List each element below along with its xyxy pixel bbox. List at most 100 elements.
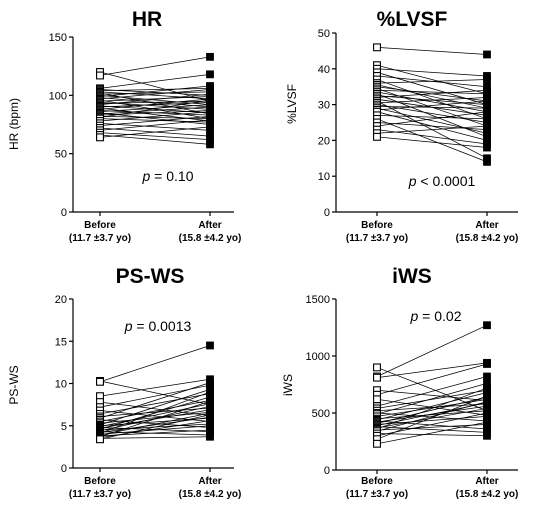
panel-ps-ws: PS-WS PS-WS p = 0.0013 Before (11.7 ±3.7… xyxy=(7,265,241,500)
after-marker xyxy=(206,96,214,104)
subject-line xyxy=(99,96,211,102)
after-marker xyxy=(206,378,214,387)
subject-line xyxy=(99,393,211,415)
before-marker xyxy=(373,373,381,382)
subject-line xyxy=(376,93,488,138)
y-axis-label: %LVSF xyxy=(285,84,299,124)
subject-line xyxy=(376,89,488,98)
subject-line xyxy=(376,104,488,123)
x-category-label: Before xyxy=(361,220,393,231)
y-tick-label: 150 xyxy=(49,32,67,44)
subject-line xyxy=(376,412,488,422)
subject-line xyxy=(99,380,211,405)
after-marker xyxy=(483,321,491,330)
y-axis-label: HR (bpm) xyxy=(7,98,21,150)
subject-line xyxy=(99,436,211,439)
subject-line xyxy=(99,93,211,106)
subject-line xyxy=(376,91,488,113)
after-marker xyxy=(483,122,491,130)
subject-line xyxy=(99,122,211,131)
subject-line xyxy=(376,89,488,95)
after-marker xyxy=(483,50,491,59)
x-category-sublabel: (11.7 ±3.7 yo) xyxy=(69,233,131,244)
p-value-annotation: p = 0.0013 xyxy=(124,318,192,334)
x-category-sublabel: (15.8 ±4.2 yo) xyxy=(456,489,519,500)
subject-line xyxy=(376,324,488,377)
subject-line xyxy=(99,416,211,433)
x-category-sublabel: (15.8 ±4.2 yo) xyxy=(179,489,242,500)
y-tick-label: 40 xyxy=(318,64,330,76)
y-tick-label: 0 xyxy=(61,463,67,475)
after-marker xyxy=(206,410,214,419)
subject-line xyxy=(99,420,211,438)
p-value-annotation: p < 0.0001 xyxy=(408,173,476,189)
subject-line xyxy=(99,91,211,95)
y-tick-label: 50 xyxy=(55,149,67,161)
subject-line xyxy=(99,400,211,422)
subject-line xyxy=(376,396,488,424)
x-category-label: After xyxy=(475,220,498,231)
after-marker xyxy=(483,360,491,368)
subject-line xyxy=(99,99,211,118)
subject-line xyxy=(99,126,211,138)
subject-line xyxy=(376,106,488,109)
y-tick-label: 15 xyxy=(55,336,67,348)
subject-line xyxy=(99,378,211,397)
subject-line xyxy=(376,367,488,412)
y-tick-label: 0 xyxy=(324,207,330,219)
y-tick-label: 1000 xyxy=(306,351,330,363)
after-marker xyxy=(483,86,491,95)
after-marker xyxy=(483,384,491,392)
before-marker xyxy=(373,43,381,52)
subject-line xyxy=(376,118,488,163)
subject-line xyxy=(99,105,211,114)
panel-hr: HR HR (bpm) p = 0.10 Before (11.7 ±3.7 y… xyxy=(7,8,241,244)
subject-line xyxy=(376,395,488,440)
y-tick-label: 5 xyxy=(61,421,67,433)
subject-line xyxy=(99,119,211,131)
before-marker xyxy=(96,377,104,386)
subject-line xyxy=(99,419,211,428)
p-value-annotation: p = 0.02 xyxy=(410,308,462,324)
after-marker xyxy=(483,409,491,417)
subject-line xyxy=(376,100,488,111)
x-category-sublabel: (11.7 ±3.7 yo) xyxy=(346,233,408,244)
after-marker xyxy=(206,70,214,79)
subject-line xyxy=(376,376,488,407)
y-tick-label: 50 xyxy=(318,28,330,40)
subject-line xyxy=(376,426,488,433)
y-tick-label: 1500 xyxy=(306,294,330,306)
subject-line xyxy=(99,92,211,115)
after-marker xyxy=(483,97,491,105)
subject-line xyxy=(376,389,488,409)
subject-line xyxy=(376,392,488,421)
p-value-annotation: p = 0.10 xyxy=(142,168,194,184)
x-category-label: Before xyxy=(84,476,116,487)
y-tick-label: 10 xyxy=(55,379,67,391)
y-tick-label: 0 xyxy=(61,207,67,219)
y-tick-label: 20 xyxy=(318,135,330,147)
subject-line xyxy=(99,56,211,76)
subject-line xyxy=(99,417,211,427)
before-marker xyxy=(373,439,381,448)
after-marker xyxy=(483,372,491,381)
x-category-label: After xyxy=(198,476,221,487)
y-tick-label: 30 xyxy=(318,100,330,112)
x-category-sublabel: (11.7 ±3.7 yo) xyxy=(69,489,131,500)
after-marker xyxy=(483,431,491,440)
y-axis-label: iWS xyxy=(281,374,295,396)
subject-line xyxy=(376,408,488,429)
subject-line xyxy=(376,68,488,77)
before-marker xyxy=(373,132,381,141)
subject-line xyxy=(99,91,211,100)
y-tick-label: 20 xyxy=(55,294,67,306)
after-marker xyxy=(483,75,491,84)
subject-line xyxy=(99,87,211,92)
subject-line xyxy=(99,85,211,97)
x-category-label: After xyxy=(475,476,498,487)
subject-line xyxy=(99,414,211,440)
y-tick-label: 500 xyxy=(312,408,330,420)
subject-line xyxy=(99,345,211,383)
subject-line xyxy=(376,362,488,379)
